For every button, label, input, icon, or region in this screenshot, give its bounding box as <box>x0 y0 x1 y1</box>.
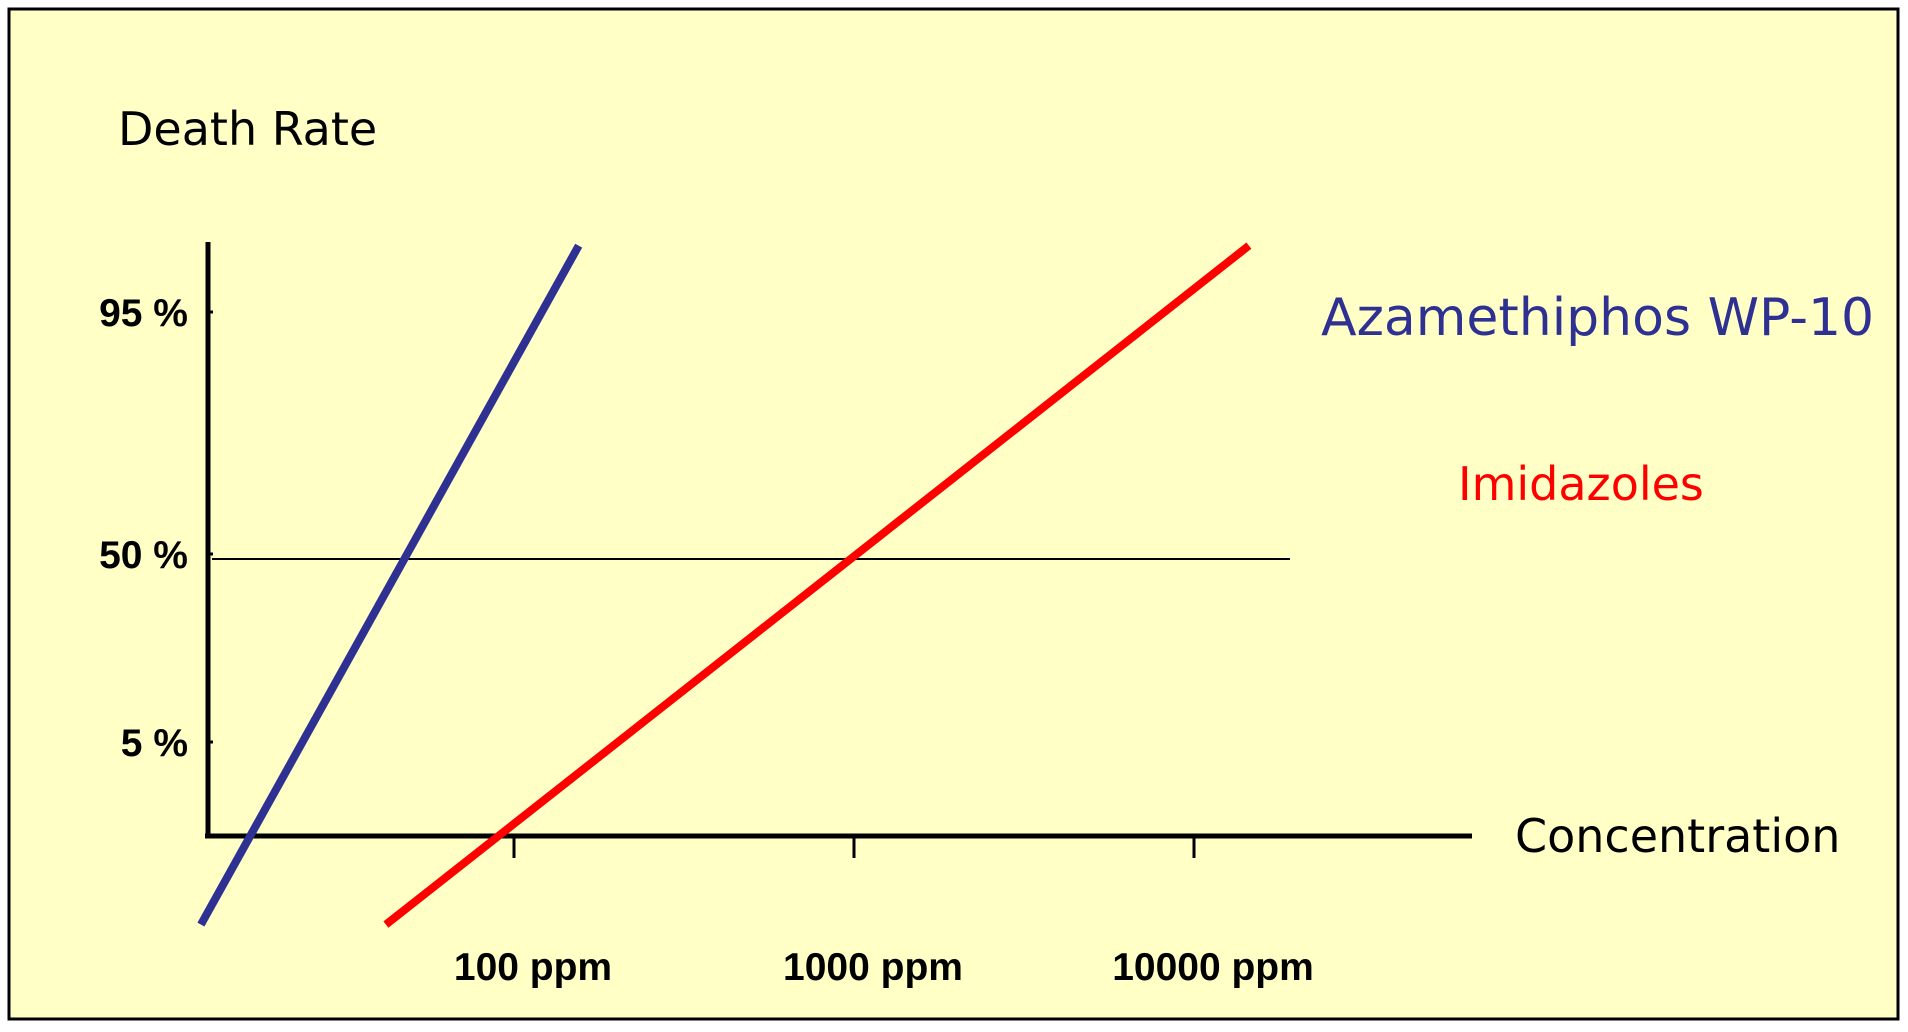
x-axis-ticks: 100 ppm 1000 ppm 10000 ppm <box>454 836 1314 989</box>
x-tick-label: 1000 ppm <box>783 946 963 989</box>
x-tick-label: 100 ppm <box>454 946 612 989</box>
y-tick-label: 95 % <box>99 292 188 335</box>
axes <box>205 242 1472 839</box>
series-line-azamethiphos <box>197 243 583 927</box>
chart-background <box>7 7 1900 1021</box>
y-axis-title: Death Rate <box>118 102 377 156</box>
series-label-azamethiphos: Azamethiphos WP-10 <box>1321 288 1874 348</box>
y-axis-ticks: 95 % 50 % 5 % <box>99 292 213 765</box>
series-line-imidazoles <box>383 242 1252 928</box>
x-axis-title: Concentration <box>1515 809 1840 863</box>
series-label-imidazoles: Imidazoles <box>1458 457 1704 511</box>
x-tick-label: 10000 ppm <box>1112 946 1314 989</box>
y-tick-label: 5 % <box>121 722 188 765</box>
y-tick-label: 50 % <box>99 534 188 577</box>
series-lines <box>197 242 1252 928</box>
